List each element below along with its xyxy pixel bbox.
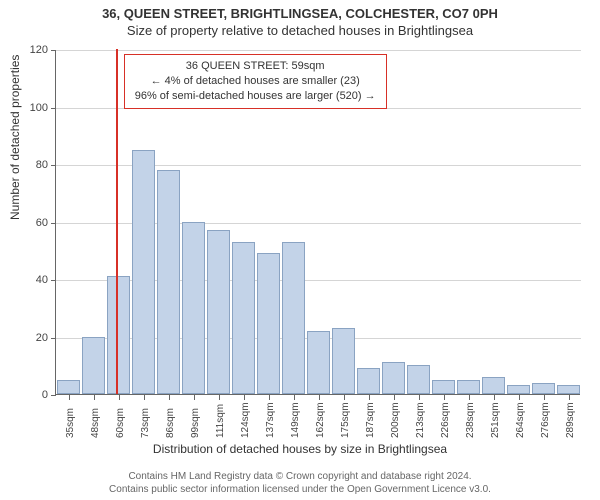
ytick-label: 100	[18, 102, 48, 114]
ytick-mark	[51, 165, 56, 166]
ytick-label: 80	[18, 159, 48, 171]
ytick-mark	[51, 280, 56, 281]
ytick-mark	[51, 223, 56, 224]
xtick-label: 213sqm	[415, 402, 426, 438]
xtick-label: 124sqm	[240, 402, 251, 438]
ytick-label: 0	[18, 389, 48, 401]
info-box-line3: 96% of semi-detached houses are larger (…	[135, 89, 376, 104]
histogram-bar	[532, 383, 556, 395]
histogram-bar	[232, 242, 256, 394]
xtick-label: 264sqm	[515, 402, 526, 438]
footer-attribution: Contains HM Land Registry data © Crown c…	[0, 470, 600, 496]
histogram-bar	[557, 385, 581, 394]
xtick-mark	[369, 395, 370, 400]
xtick-mark	[494, 395, 495, 400]
histogram-bar	[357, 368, 381, 394]
xtick-mark	[119, 395, 120, 400]
xtick-label: 187sqm	[365, 402, 376, 438]
chart-container: 36, QUEEN STREET, BRIGHTLINGSEA, COLCHES…	[0, 0, 600, 500]
xtick-mark	[294, 395, 295, 400]
xtick-mark	[244, 395, 245, 400]
xtick-label: 276sqm	[540, 402, 551, 438]
property-marker-line	[116, 49, 118, 394]
xtick-label: 175sqm	[340, 402, 351, 438]
y-axis-label: Number of detached properties	[8, 55, 22, 220]
xtick-mark	[219, 395, 220, 400]
info-box-line2: ← 4% of detached houses are smaller (23)	[135, 74, 376, 89]
gridline	[56, 50, 581, 51]
xtick-mark	[419, 395, 420, 400]
plot-area: 02040608010012035sqm48sqm60sqm73sqm86sqm…	[55, 50, 580, 395]
histogram-bar	[307, 331, 331, 394]
xtick-mark	[544, 395, 545, 400]
info-box: 36 QUEEN STREET: 59sqm← 4% of detached h…	[124, 54, 387, 109]
xtick-mark	[69, 395, 70, 400]
page-title: 36, QUEEN STREET, BRIGHTLINGSEA, COLCHES…	[0, 0, 600, 21]
xtick-label: 200sqm	[390, 402, 401, 438]
histogram-bar	[257, 253, 281, 394]
xtick-label: 111sqm	[215, 404, 226, 438]
histogram-bar	[482, 377, 506, 394]
histogram-bar	[82, 337, 106, 395]
histogram-bar	[382, 362, 406, 394]
histogram-bar	[132, 150, 156, 394]
ytick-label: 20	[18, 332, 48, 344]
xtick-label: 48sqm	[90, 408, 101, 438]
ytick-mark	[51, 338, 56, 339]
xtick-label: 137sqm	[265, 402, 276, 438]
xtick-mark	[519, 395, 520, 400]
xtick-mark	[144, 395, 145, 400]
ytick-label: 40	[18, 274, 48, 286]
xtick-label: 99sqm	[190, 408, 201, 438]
ytick-mark	[51, 50, 56, 51]
xtick-mark	[444, 395, 445, 400]
xtick-mark	[169, 395, 170, 400]
histogram-bar	[332, 328, 356, 394]
xtick-label: 289sqm	[565, 402, 576, 438]
page-subtitle: Size of property relative to detached ho…	[0, 21, 600, 38]
xtick-label: 73sqm	[140, 408, 151, 438]
xtick-mark	[269, 395, 270, 400]
ytick-label: 60	[18, 217, 48, 229]
histogram-bar	[407, 365, 431, 394]
histogram-bar	[457, 380, 481, 394]
histogram-bar	[157, 170, 181, 394]
histogram-bar	[182, 222, 206, 395]
histogram-bar	[207, 230, 231, 394]
xtick-label: 35sqm	[65, 408, 76, 438]
histogram-bar	[432, 380, 456, 394]
histogram-bar	[57, 380, 81, 394]
xtick-mark	[469, 395, 470, 400]
xtick-label: 251sqm	[490, 402, 501, 438]
xtick-mark	[344, 395, 345, 400]
xtick-mark	[319, 395, 320, 400]
info-box-line1: 36 QUEEN STREET: 59sqm	[135, 59, 376, 74]
histogram-bar	[507, 385, 531, 394]
ytick-mark	[51, 395, 56, 396]
xtick-mark	[569, 395, 570, 400]
footer-line2: Contains public sector information licen…	[0, 483, 600, 496]
xtick-mark	[394, 395, 395, 400]
histogram-bar	[107, 276, 131, 394]
ytick-label: 120	[18, 44, 48, 56]
xtick-mark	[194, 395, 195, 400]
xtick-label: 162sqm	[315, 402, 326, 438]
xtick-label: 238sqm	[465, 402, 476, 438]
footer-line1: Contains HM Land Registry data © Crown c…	[0, 470, 600, 483]
xtick-label: 149sqm	[290, 402, 301, 438]
chart-area: 02040608010012035sqm48sqm60sqm73sqm86sqm…	[55, 50, 580, 395]
x-axis-label: Distribution of detached houses by size …	[0, 442, 600, 456]
histogram-bar	[282, 242, 306, 394]
xtick-mark	[94, 395, 95, 400]
ytick-mark	[51, 108, 56, 109]
xtick-label: 226sqm	[440, 402, 451, 438]
xtick-label: 86sqm	[165, 408, 176, 438]
xtick-label: 60sqm	[115, 408, 126, 438]
